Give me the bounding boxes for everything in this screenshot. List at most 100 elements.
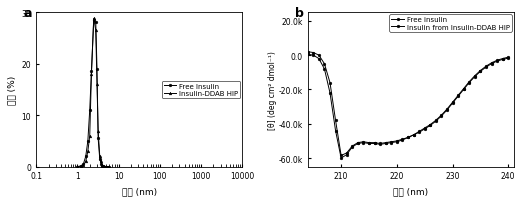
Free insulin (327, 82, 333, 84)
Free insulin (488, 63, 495, 66)
Insulin from Insulin-DDAB HIP (405, 137, 411, 139)
Free insulin (449, 102, 456, 105)
Insulin from Insulin-DDAB HIP (360, 142, 367, 144)
Insulin from Insulin-DDAB HIP (449, 102, 456, 104)
Insulin from Insulin-DDAB HIP (422, 127, 428, 130)
Free insulin (411, 134, 417, 136)
Free insulin (388, 141, 394, 143)
Insulin-DDAB HIP (80, 164, 86, 166)
Insulin from Insulin-DDAB HIP (433, 120, 439, 122)
Free insulin (310, 52, 316, 55)
Free Insulin (85, 140, 91, 142)
Insulin from Insulin-DDAB HIP (344, 154, 350, 156)
Free Insulin (101, 166, 107, 168)
Line: Insulin from Insulin-DDAB HIP: Insulin from Insulin-DDAB HIP (306, 54, 509, 160)
Text: a: a (24, 7, 32, 20)
Insulin from Insulin-DDAB HIP (411, 134, 417, 136)
Free insulin (399, 138, 405, 141)
X-axis label: 波长 (nm): 波长 (nm) (393, 186, 428, 195)
Free Insulin (95, 137, 101, 140)
Free insulin (427, 125, 434, 127)
Free insulin (366, 142, 372, 144)
Free Insulin (88, 71, 95, 73)
Insulin from Insulin-DDAB HIP (310, 55, 316, 57)
Free insulin (405, 137, 411, 139)
Insulin-DDAB HIP (95, 130, 101, 132)
Y-axis label: 数量 (%): 数量 (%) (7, 75, 16, 104)
Insulin from Insulin-DDAB HIP (382, 143, 389, 145)
Insulin from Insulin-DDAB HIP (327, 92, 333, 95)
Free insulin (338, 155, 344, 157)
Insulin-DDAB HIP (93, 30, 99, 32)
Insulin from Insulin-DDAB HIP (394, 141, 400, 143)
X-axis label: 粒径 (nm): 粒径 (nm) (121, 186, 157, 195)
Insulin from Insulin-DDAB HIP (321, 68, 327, 71)
Insulin from Insulin-DDAB HIP (416, 131, 422, 133)
Free insulin (438, 115, 445, 118)
Insulin from Insulin-DDAB HIP (333, 130, 339, 132)
Free insulin (316, 55, 322, 57)
Insulin-DDAB HIP (77, 165, 84, 167)
Free insulin (349, 145, 356, 147)
Insulin-DDAB HIP (101, 165, 107, 167)
Insulin-DDAB HIP (87, 135, 93, 137)
Free insulin (444, 109, 450, 112)
Free insulin (304, 51, 311, 54)
Line: Free insulin: Free insulin (306, 51, 509, 157)
Legend: Free Insulin, Insulin-DDAB HIP: Free Insulin, Insulin-DDAB HIP (162, 81, 240, 99)
Free Insulin (98, 163, 105, 165)
Free Insulin (80, 163, 86, 165)
Insulin from Insulin-DDAB HIP (444, 108, 450, 111)
Insulin from Insulin-DDAB HIP (388, 142, 394, 144)
Insulin-DDAB HIP (103, 166, 109, 168)
Free insulin (505, 58, 511, 60)
Insulin from Insulin-DDAB HIP (461, 88, 467, 90)
Free insulin (477, 71, 483, 73)
Free insulin (455, 96, 461, 98)
Legend: Free insulin, Insulin from Insulin-DDAB HIP: Free insulin, Insulin from Insulin-DDAB … (389, 15, 511, 33)
Free Insulin (99, 165, 105, 167)
Insulin from Insulin-DDAB HIP (499, 58, 506, 60)
Free insulin (499, 59, 506, 61)
Insulin from Insulin-DDAB HIP (338, 157, 344, 160)
Free insulin (433, 120, 439, 123)
Insulin from Insulin-DDAB HIP (355, 143, 361, 145)
Insulin from Insulin-DDAB HIP (316, 58, 322, 60)
Free insulin (377, 143, 383, 145)
Insulin from Insulin-DDAB HIP (505, 57, 511, 59)
Free insulin (472, 76, 478, 78)
Insulin from Insulin-DDAB HIP (494, 60, 500, 62)
Text: b: b (294, 7, 303, 20)
Insulin from Insulin-DDAB HIP (477, 70, 483, 72)
Free Insulin (77, 165, 84, 167)
Line: Insulin-DDAB HIP: Insulin-DDAB HIP (76, 18, 111, 168)
Free insulin (494, 61, 500, 63)
Insulin from Insulin-DDAB HIP (366, 143, 372, 145)
Insulin-DDAB HIP (88, 73, 95, 76)
Insulin from Insulin-DDAB HIP (472, 75, 478, 78)
Insulin-DDAB HIP (94, 84, 100, 86)
Insulin-DDAB HIP (106, 166, 112, 168)
Free insulin (394, 140, 400, 142)
Y-axis label: [θ] (deg cm² dmol⁻¹): [θ] (deg cm² dmol⁻¹) (268, 51, 277, 129)
Free insulin (321, 63, 327, 66)
Free insulin (333, 120, 339, 122)
Insulin from Insulin-DDAB HIP (427, 124, 434, 126)
Free insulin (416, 132, 422, 134)
Free Insulin (94, 68, 100, 71)
Free Insulin (74, 166, 81, 168)
Free insulin (360, 141, 367, 143)
Free insulin (461, 89, 467, 91)
Free Insulin (97, 158, 103, 160)
Insulin-DDAB HIP (98, 160, 105, 163)
Free Insulin (93, 22, 99, 25)
Insulin-DDAB HIP (99, 164, 105, 166)
Free insulin (483, 67, 489, 69)
Free insulin (382, 142, 389, 144)
Free Insulin (83, 155, 89, 158)
Insulin from Insulin-DDAB HIP (377, 143, 383, 146)
Insulin-DDAB HIP (97, 155, 103, 158)
Insulin from Insulin-DDAB HIP (399, 139, 405, 142)
Insulin-DDAB HIP (83, 160, 89, 163)
Insulin from Insulin-DDAB HIP (466, 81, 472, 83)
